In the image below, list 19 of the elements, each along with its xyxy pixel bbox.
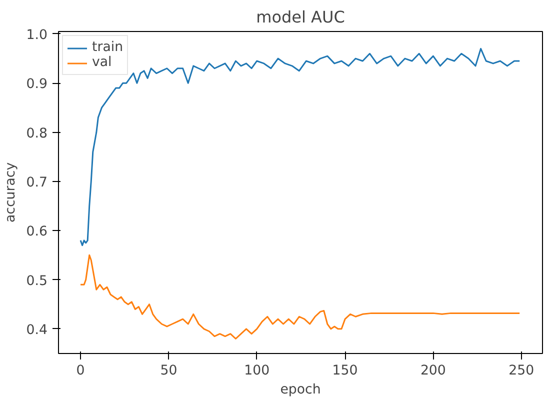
y-tick-label: 0.7: [26, 175, 48, 190]
x-tick-label: 200: [420, 364, 446, 378]
x-axis-title: epoch: [280, 382, 321, 398]
legend-label: train: [92, 40, 124, 55]
x-tick-label: 250: [508, 364, 534, 378]
x-tick-label: 0: [76, 364, 85, 378]
legend-label: val: [92, 55, 112, 70]
x-tick-label: 100: [244, 364, 270, 378]
x-tick-label: 150: [332, 364, 358, 378]
y-tick-label: 0.8: [26, 126, 48, 142]
y-tick-label: 0.5: [26, 274, 48, 289]
y-tick-label: 1.0: [26, 28, 48, 43]
x-tick-label: 50: [160, 364, 178, 378]
y-tick-label: 0.9: [26, 77, 48, 92]
y-axis-title: accuracy: [3, 162, 18, 223]
line-series: [80, 254, 520, 340]
chart-title: model AUC: [256, 8, 345, 26]
y-tick-label: 0.6: [26, 224, 48, 240]
y-tick-label: 0.4: [26, 322, 48, 338]
